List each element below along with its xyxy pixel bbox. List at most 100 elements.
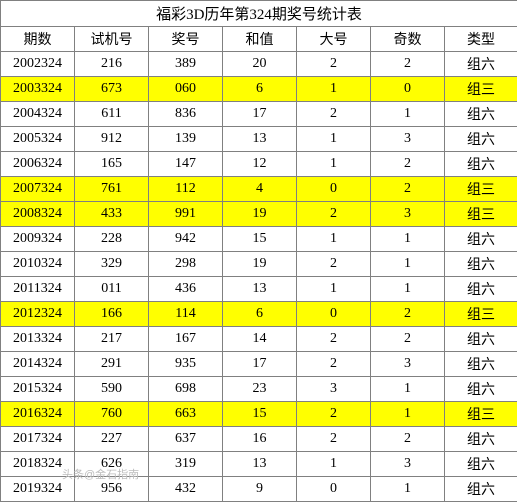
table-cell: 1 <box>297 152 371 177</box>
table-row: 20143242919351723组六 <box>1 352 517 377</box>
table-cell: 组六 <box>445 477 517 502</box>
table-cell: 组三 <box>445 202 517 227</box>
table-row: 2003324673060610组三 <box>1 77 517 102</box>
table-cell: 2016324 <box>1 402 75 427</box>
table-cell: 16 <box>223 427 297 452</box>
table-row: 20163247606631521组三 <box>1 402 517 427</box>
table-cell: 1 <box>371 402 445 427</box>
table-cell: 2002324 <box>1 52 75 77</box>
table-cell: 13 <box>223 127 297 152</box>
table-cell: 060 <box>149 77 223 102</box>
table-cell: 2013324 <box>1 327 75 352</box>
table-cell: 2 <box>371 427 445 452</box>
table-row: 20023242163892022组六 <box>1 52 517 77</box>
table-cell: 1 <box>297 77 371 102</box>
lottery-stats-table: 福彩3D历年第324期奖号统计表期数试机号奖号和值大号奇数类型200232421… <box>0 0 517 502</box>
table-cell: 组三 <box>445 302 517 327</box>
table-row: 20133242171671422组六 <box>1 327 517 352</box>
table-cell: 2 <box>371 302 445 327</box>
table-cell: 23 <box>223 377 297 402</box>
table-cell: 2006324 <box>1 152 75 177</box>
table-row: 20183246263191313组六 <box>1 452 517 477</box>
table-cell: 761 <box>75 177 149 202</box>
table-cell: 组三 <box>445 177 517 202</box>
table-cell: 组三 <box>445 402 517 427</box>
table-cell: 1 <box>297 127 371 152</box>
table-cell: 15 <box>223 227 297 252</box>
table-row: 20063241651471212组六 <box>1 152 517 177</box>
table-cell: 2019324 <box>1 477 75 502</box>
table-row: 2012324166114602组三 <box>1 302 517 327</box>
column-header: 类型 <box>445 27 517 52</box>
table-cell: 14 <box>223 327 297 352</box>
table-cell: 1 <box>371 252 445 277</box>
table-cell: 2 <box>371 52 445 77</box>
table-cell: 2015324 <box>1 377 75 402</box>
table-cell: 2 <box>297 252 371 277</box>
table-cell: 3 <box>297 377 371 402</box>
column-header: 和值 <box>223 27 297 52</box>
table-cell: 13 <box>223 452 297 477</box>
table-cell: 2 <box>297 352 371 377</box>
table-row: 20153245906982331组六 <box>1 377 517 402</box>
table-cell: 2011324 <box>1 277 75 302</box>
table-cell: 942 <box>149 227 223 252</box>
table-cell: 760 <box>75 402 149 427</box>
table-cell: 1 <box>297 277 371 302</box>
table-cell: 433 <box>75 202 149 227</box>
column-header: 奖号 <box>149 27 223 52</box>
table-cell: 1 <box>371 477 445 502</box>
table-cell: 17 <box>223 352 297 377</box>
table-row: 2007324761112402组三 <box>1 177 517 202</box>
table-cell: 0 <box>371 77 445 102</box>
table-cell: 167 <box>149 327 223 352</box>
table-cell: 2008324 <box>1 202 75 227</box>
table-cell: 6 <box>223 302 297 327</box>
column-header: 期数 <box>1 27 75 52</box>
table-cell: 112 <box>149 177 223 202</box>
column-header: 试机号 <box>75 27 149 52</box>
table-cell: 19 <box>223 252 297 277</box>
table-cell: 291 <box>75 352 149 377</box>
table-cell: 组六 <box>445 427 517 452</box>
header-row: 期数试机号奖号和值大号奇数类型 <box>1 27 517 52</box>
table-row: 20103243292981921组六 <box>1 252 517 277</box>
table-cell: 436 <box>149 277 223 302</box>
table-cell: 组六 <box>445 127 517 152</box>
table-cell: 2017324 <box>1 427 75 452</box>
table-cell: 组六 <box>445 102 517 127</box>
table-cell: 组六 <box>445 452 517 477</box>
table-cell: 组六 <box>445 52 517 77</box>
table-cell: 956 <box>75 477 149 502</box>
table-cell: 组三 <box>445 77 517 102</box>
table-cell: 2010324 <box>1 252 75 277</box>
table-cell: 组六 <box>445 327 517 352</box>
table-cell: 3 <box>371 202 445 227</box>
lottery-stats-table-container: 福彩3D历年第324期奖号统计表期数试机号奖号和值大号奇数类型200232421… <box>0 0 517 502</box>
table-cell: 319 <box>149 452 223 477</box>
column-header: 奇数 <box>371 27 445 52</box>
table-cell: 912 <box>75 127 149 152</box>
table-cell: 组六 <box>445 227 517 252</box>
table-cell: 1 <box>371 102 445 127</box>
table-cell: 2018324 <box>1 452 75 477</box>
table-cell: 12 <box>223 152 297 177</box>
table-cell: 2 <box>371 152 445 177</box>
table-cell: 2 <box>371 177 445 202</box>
table-cell: 2 <box>297 327 371 352</box>
table-cell: 298 <box>149 252 223 277</box>
table-cell: 6 <box>223 77 297 102</box>
table-cell: 217 <box>75 327 149 352</box>
table-cell: 698 <box>149 377 223 402</box>
table-cell: 0 <box>297 477 371 502</box>
table-cell: 组六 <box>445 252 517 277</box>
table-cell: 165 <box>75 152 149 177</box>
table-body: 福彩3D历年第324期奖号统计表期数试机号奖号和值大号奇数类型200232421… <box>1 1 517 502</box>
table-cell: 20 <box>223 52 297 77</box>
table-cell: 9 <box>223 477 297 502</box>
table-cell: 2009324 <box>1 227 75 252</box>
table-cell: 组六 <box>445 377 517 402</box>
table-cell: 组六 <box>445 277 517 302</box>
table-cell: 3 <box>371 127 445 152</box>
table-cell: 139 <box>149 127 223 152</box>
